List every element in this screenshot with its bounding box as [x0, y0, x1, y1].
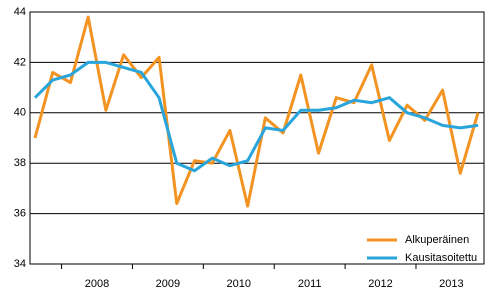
series-line	[33, 15, 480, 208]
x-tick-label: 2010	[227, 278, 251, 290]
y-tick-label: 34	[14, 258, 26, 270]
x-tick-label: 2009	[156, 278, 180, 290]
y-tick-label: 38	[14, 157, 26, 169]
x-tick-label: 2008	[85, 278, 109, 290]
y-tick-label: 44	[14, 6, 26, 18]
legend-label: Kausitasoitettu	[405, 252, 477, 264]
series-line	[33, 60, 479, 173]
plot-frame	[29, 11, 485, 265]
y-tick-label: 42	[14, 56, 26, 68]
x-tick-label: 2012	[368, 278, 392, 290]
x-tick-label: 2013	[439, 278, 463, 290]
legend-label: Alkuperäinen	[405, 234, 469, 246]
x-tick-label: 2011	[298, 278, 322, 290]
y-tick-label: 36	[14, 208, 26, 220]
y-tick-label: 40	[14, 107, 26, 119]
